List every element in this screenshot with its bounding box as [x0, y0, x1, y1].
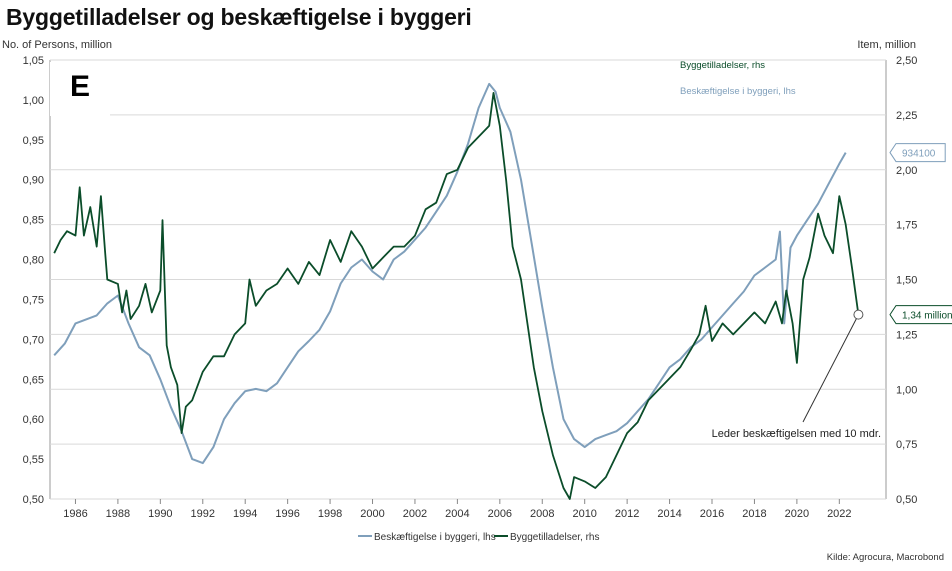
series-line-permits [53, 92, 860, 500]
gridlines [49, 59, 887, 500]
x-tick-labels: 1986 1988 1990 1992 1994 1996 1998 2000 2002 2004… [63, 499, 852, 520]
x-tick-label: 2022 [827, 508, 851, 520]
x-tick-label: 1990 [148, 508, 172, 520]
left-y-tick-label: 0,85 [23, 215, 44, 227]
series-lines [53, 82, 860, 500]
end-label-employment-text: 934100 [902, 149, 936, 160]
x-tick-label: 2008 [530, 508, 554, 520]
right-y-tick-label: 2,00 [896, 165, 917, 177]
legend-bottom-employment: Beskæftigelse i byggeri, lhs [374, 532, 496, 543]
end-label-permits-text: 1,34 million [902, 311, 952, 322]
x-tick-label: 1986 [63, 508, 87, 520]
x-tick-label: 2016 [700, 508, 724, 520]
right-y-tick-label: 1,50 [896, 275, 917, 287]
end-label-employment-box [889, 143, 946, 163]
left-y-tick-label: 0,60 [23, 414, 44, 426]
chart-title: Byggetilladelser og beskæftigelse i bygg… [6, 4, 472, 30]
legend-inside-employment: Beskæftigelse i byggeri, lhs [680, 86, 796, 97]
x-tick-label: 1998 [318, 508, 342, 520]
x-tick-label: 1996 [275, 508, 299, 520]
x-tick-label: 2018 [742, 508, 766, 520]
legends: Byggetilladelser, rhs Beskæftigelse i byg… [358, 60, 796, 543]
panel-letter: E [50, 62, 110, 116]
end-label-permits: 1,34 million [889, 305, 952, 325]
x-tick-label: 2014 [657, 508, 681, 520]
right-y-tick-label: 1,00 [896, 384, 917, 396]
right-axis-title: Item, million [857, 39, 916, 51]
left-y-tick-label: 0,55 [23, 454, 44, 466]
right-y-tick-label: 2,50 [896, 55, 917, 67]
left-y-tick-label: 0,50 [23, 494, 44, 506]
legend-bottom-permits: Byggetilladelser, rhs [510, 532, 600, 543]
end-label-permits-box [889, 305, 952, 325]
end-label-employment: 934100 [889, 143, 946, 163]
left-y-tick-label: 0,80 [23, 255, 44, 267]
x-tick-label: 2002 [403, 508, 427, 520]
x-tick-label: 1992 [191, 508, 215, 520]
left-y-tick-labels: 0,50 0,55 0,60 0,65 0,70 0,75 0,80 0,85 0,90 0,95… [23, 55, 44, 506]
annotation-text: Leder beskæftigelsen med 10 mdr. [712, 428, 881, 440]
end-point-marker [853, 309, 864, 320]
right-y-tick-label: 0,75 [896, 439, 917, 451]
left-axis-title: No. of Persons, million [2, 39, 113, 51]
x-tick-label: 1988 [106, 508, 130, 520]
left-y-tick-label: 0,90 [23, 175, 44, 187]
series-line-employment [53, 82, 847, 465]
x-tick-label: 2020 [785, 508, 809, 520]
x-tick-label: 2010 [572, 508, 596, 520]
left-y-tick-label: 1,05 [23, 55, 44, 67]
right-y-tick-label: 0,50 [896, 494, 917, 506]
right-y-tick-labels: 0,50 0,75 1,00 1,25 1,50 1,75 2,00 2,25 2,50 [896, 55, 917, 506]
annotations: 934100 1,34 million Leder beskæftigelsen m… [712, 143, 952, 440]
x-tick-label: 2000 [360, 508, 384, 520]
x-tick-label: 2012 [615, 508, 639, 520]
left-y-tick-label: 0,95 [23, 135, 44, 147]
right-y-tick-label: 1,75 [896, 220, 917, 232]
right-y-tick-label: 1,25 [896, 329, 917, 341]
annotation-leader-line [802, 318, 857, 423]
source-note: Kilde: Agrocura, Macrobond [826, 552, 944, 563]
legend-inside-permits: Byggetilladelser, rhs [680, 60, 765, 71]
x-tick-label: 2006 [488, 508, 512, 520]
left-y-tick-label: 1,00 [23, 95, 44, 107]
left-y-tick-label: 0,65 [23, 374, 44, 386]
x-tick-label: 1994 [233, 508, 257, 520]
left-y-tick-label: 0,75 [23, 294, 44, 306]
left-y-tick-label: 0,70 [23, 334, 44, 346]
x-tick-label: 2004 [445, 508, 469, 520]
right-y-tick-label: 2,25 [896, 110, 917, 122]
